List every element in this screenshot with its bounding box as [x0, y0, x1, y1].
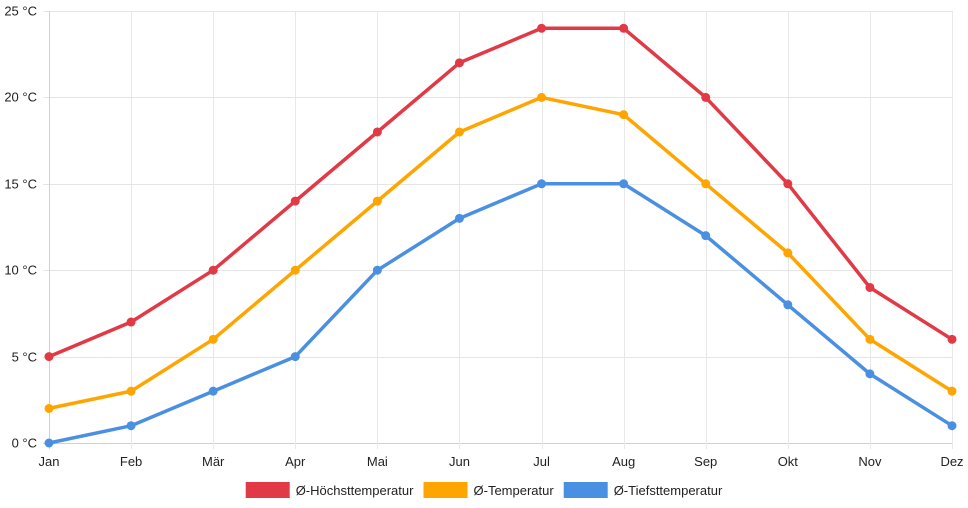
data-point[interactable] [947, 421, 957, 431]
x-tick-label: Jun [449, 454, 470, 469]
data-point[interactable] [290, 352, 300, 362]
legend-swatch [423, 482, 468, 498]
data-point[interactable] [372, 127, 382, 137]
data-point[interactable] [208, 265, 218, 275]
data-point[interactable] [701, 231, 711, 241]
series-3 [44, 179, 957, 448]
data-point[interactable] [290, 265, 300, 275]
data-point[interactable] [783, 300, 793, 310]
series-line [47, 26, 954, 359]
data-point[interactable] [454, 213, 464, 223]
data-point[interactable] [865, 282, 875, 292]
series-2 [44, 92, 957, 413]
legend-item-1[interactable]: Ø-Höchsttemperatur [245, 482, 414, 498]
data-point[interactable] [865, 334, 875, 344]
series-1 [44, 23, 957, 362]
data-point[interactable] [372, 265, 382, 275]
series-line [47, 95, 954, 411]
y-tick-label: 25 °C [4, 4, 37, 19]
data-point[interactable] [865, 369, 875, 379]
legend-label: Ø-Höchsttemperatur [296, 483, 414, 498]
data-point[interactable] [454, 58, 464, 68]
data-point[interactable] [454, 127, 464, 137]
y-tick-label: 10 °C [4, 263, 37, 278]
data-point[interactable] [701, 179, 711, 189]
data-point[interactable] [44, 403, 54, 413]
x-tick-label: Jan [39, 454, 60, 469]
y-tick-label: 20 °C [4, 90, 37, 105]
axis-labels: 0 °C 5 °C 10 °C 15 °C 20 °C 25 °C Jan Feb Mär Apr… [4, 4, 963, 470]
x-tick-label: Dez [940, 454, 963, 469]
data-point[interactable] [126, 421, 136, 431]
x-tick-label: Mär [202, 454, 225, 469]
legend[interactable]: Ø-Höchsttemperatur Ø-Temperatur Ø-Tiefstte… [245, 482, 723, 498]
data-point[interactable] [126, 317, 136, 327]
x-tick-label: Okt [778, 454, 799, 469]
data-point[interactable] [537, 23, 547, 33]
y-tick-label: 0 °C [12, 436, 37, 451]
legend-label: Ø-Tiefsttemperatur [614, 483, 723, 498]
data-point[interactable] [947, 386, 957, 396]
legend-swatch [563, 482, 608, 498]
data-point[interactable] [208, 386, 218, 396]
data-point[interactable] [619, 23, 629, 33]
series-line [47, 182, 954, 445]
x-tick-label: Jul [533, 454, 550, 469]
data-point[interactable] [701, 92, 711, 102]
x-tick-label: Mai [367, 454, 388, 469]
data-point[interactable] [619, 110, 629, 120]
data-series [44, 23, 957, 448]
data-point[interactable] [290, 196, 300, 206]
data-point[interactable] [44, 352, 54, 362]
data-point[interactable] [537, 179, 547, 189]
y-tick-label: 5 °C [12, 350, 37, 365]
data-point[interactable] [947, 334, 957, 344]
legend-label: Ø-Temperatur [474, 483, 555, 498]
data-point[interactable] [372, 196, 382, 206]
data-point[interactable] [619, 179, 629, 189]
legend-item-2[interactable]: Ø-Temperatur [423, 482, 555, 498]
y-tick-label: 15 °C [4, 177, 37, 192]
data-point[interactable] [208, 334, 218, 344]
legend-swatch [245, 482, 290, 498]
data-point[interactable] [126, 386, 136, 396]
x-tick-label: Feb [120, 454, 142, 469]
data-point[interactable] [783, 248, 793, 258]
x-tick-label: Aug [612, 454, 635, 469]
x-tick-label: Nov [858, 454, 882, 469]
x-tick-label: Apr [285, 454, 306, 469]
grid-lines [43, 11, 953, 449]
data-point[interactable] [537, 92, 547, 102]
data-point[interactable] [44, 438, 54, 448]
data-point[interactable] [783, 179, 793, 189]
x-tick-label: Sep [694, 454, 717, 469]
legend-item-3[interactable]: Ø-Tiefsttemperatur [563, 482, 723, 498]
